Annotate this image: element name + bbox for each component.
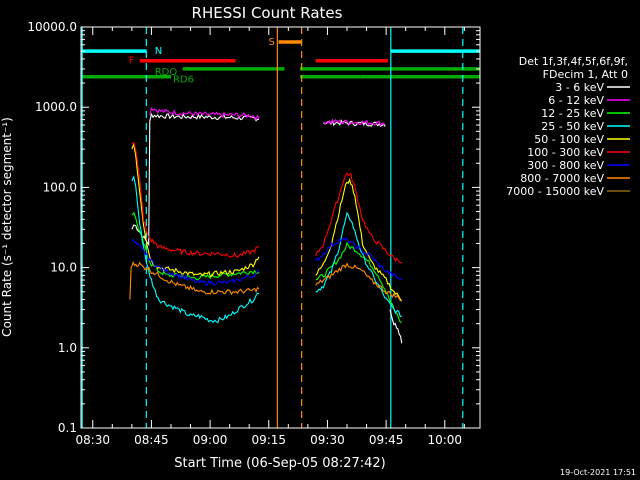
flag-label: F: [129, 56, 135, 67]
flag-label: RDO: [155, 67, 178, 78]
series-line: [149, 107, 260, 121]
x-tick-label: 09:45: [369, 433, 404, 447]
flag-label: RD6: [173, 75, 194, 86]
y-axis: 0.1 1.0 10.0 100.0 1000.0 10000.0: [27, 20, 480, 435]
x-tick-label: 09:30: [310, 433, 345, 447]
footer-date: 19-Oct-2021 17:51: [560, 468, 636, 477]
legend: Det 1f,3f,4f,5f,6f,9f,FDecim 1, Att 03 -…: [506, 55, 630, 198]
series-line: [131, 112, 260, 247]
legend-label: 50 - 100 keV: [534, 133, 604, 146]
series-line: [315, 236, 403, 281]
x-tick-label: 08:45: [134, 433, 169, 447]
y-tick-label: 0.1: [58, 421, 77, 435]
legend-header: Det 1f,3f,4f,5f,6f,9f,: [519, 55, 628, 68]
legend-label: 25 - 50 keV: [541, 120, 604, 133]
series-line: [323, 118, 386, 127]
flag-label: N: [155, 46, 162, 57]
y-tick-label: 10.0: [50, 261, 77, 275]
series-line: [389, 309, 403, 344]
series-line: [129, 260, 260, 300]
y-tick-label: 1000.0: [35, 100, 77, 114]
x-axis: 08:30 08:45 09:00 09:15 09:30 09:45 10:00: [75, 27, 465, 447]
series-line: [131, 142, 260, 278]
series-line: [315, 178, 403, 302]
series-line: [131, 175, 260, 324]
y-axis-label: Count Rate (s⁻¹ detector segment⁻¹): [0, 117, 14, 337]
x-tick-label: 09:00: [193, 433, 228, 447]
series-line: [131, 141, 260, 259]
x-tick-label: 08:30: [75, 433, 110, 447]
vertical-markers: [81, 27, 464, 428]
legend-label: 3 - 6 keV: [555, 81, 604, 94]
y-tick-label: 100.0: [43, 180, 77, 194]
y-tick-label: 10000.0: [27, 20, 77, 34]
legend-label: 100 - 300 keV: [527, 146, 604, 159]
plot-frame: [80, 26, 481, 429]
y-tick-label: 1.0: [58, 341, 77, 355]
legend-label: 300 - 800 keV: [527, 159, 604, 172]
x-tick-label: 10:00: [427, 433, 462, 447]
legend-label: 7000 - 15000 keV: [506, 185, 604, 198]
series-line: [323, 118, 386, 128]
series-line: [315, 211, 402, 318]
legend-label: 12 - 25 keV: [541, 107, 604, 120]
series-line: [131, 211, 260, 281]
series-line: [315, 241, 402, 323]
x-axis-label: Start Time (06-Sep-05 08:27:42): [174, 456, 385, 471]
flag-label: S: [269, 37, 275, 48]
series-line: [315, 262, 402, 302]
x-tick-label: 09:15: [251, 433, 286, 447]
legend-label: 6 - 12 keV: [548, 94, 604, 107]
series-line: [131, 238, 260, 286]
legend-label: 800 - 7000 keV: [520, 172, 604, 185]
series-lines: [129, 107, 403, 344]
series-line: [315, 172, 402, 264]
legend-header: FDecim 1, Att 0: [543, 68, 628, 81]
chart-title: RHESSI Count Rates: [192, 4, 343, 22]
